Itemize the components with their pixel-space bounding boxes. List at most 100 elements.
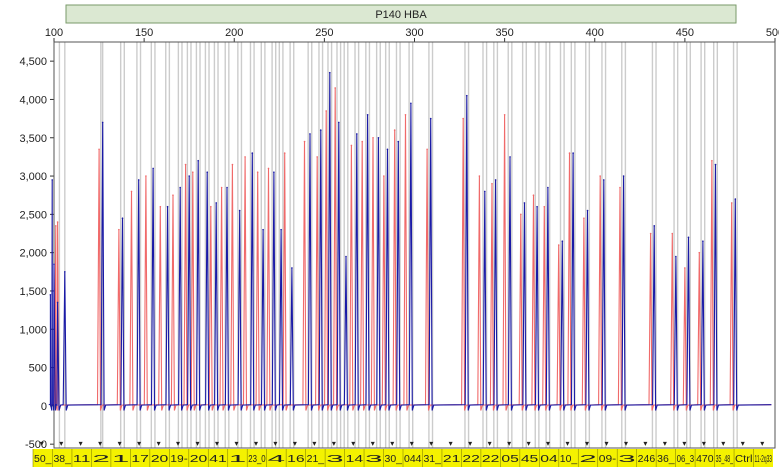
blue-trace-peak [53,263,55,265]
red-trace-peak [619,186,621,189]
allele-label[interactable]: 1 [229,454,248,465]
blue-trace-peak [377,136,380,139]
blue-trace-peak [356,133,358,135]
allele-marker: ▾ [566,439,570,448]
y-tick-label: 1,500 [19,286,47,298]
allele-marker: ▾ [741,439,745,448]
blue-trace-peak [101,121,104,124]
red-trace-peak [145,175,147,177]
blue-trace-peak [197,159,199,162]
blue-trace-peak [386,148,389,151]
blue-trace-peak [56,301,59,304]
allele-label[interactable]: 09- [599,454,616,465]
allele-marker: ▾ [527,439,531,448]
allele-marker: ▾ [254,439,258,448]
allele-label[interactable]: 23_0 [248,454,266,465]
allele-label[interactable]: 21 [443,454,461,465]
allele-label[interactable]: 05 [501,454,519,465]
allele-label[interactable]: 4 [268,454,287,465]
allele-marker: ▾ [137,439,141,448]
allele-marker: ▾ [643,439,647,448]
allele-label[interactable]: 470 [696,454,714,465]
allele-label[interactable]: 3 [365,454,384,465]
allele-label[interactable]: 45 [521,454,539,465]
allele-label[interactable]: 21_ [307,454,325,465]
allele-label[interactable]: 11-2q33 [755,454,773,465]
allele-marker: ▾ [293,439,297,448]
red-trace-peak [56,221,59,223]
allele-label[interactable]: 41 [209,454,227,465]
allele-label[interactable]: 04 [540,454,558,465]
allele-label[interactable]: 246 [638,454,656,465]
allele-marker: ▾ [176,439,180,448]
panel-title: P140 HBA [65,4,737,24]
allele-label[interactable]: 11 [73,454,91,465]
blue-trace-peak [702,240,704,242]
red-trace-peak [159,205,162,208]
allele-label[interactable]: 3 [618,454,637,465]
red-trace-peak [532,194,535,197]
allele-label[interactable]: 20 [190,454,208,465]
x-tick-label: 350 [495,27,513,39]
blue-trace-peak [51,179,53,181]
allele-label[interactable]: 044 [404,454,422,465]
allele-marker: ▾ [721,439,725,448]
red-trace-peak [520,213,522,216]
blue-trace-peak [291,267,293,269]
blue-trace-peak [523,202,526,204]
allele-marker: ▾ [468,439,472,448]
blue-trace-peak [337,121,340,124]
allele-label[interactable]: 22 [482,454,500,465]
allele-marker: ▾ [663,439,667,448]
allele-marker: ▾ [488,439,492,448]
red-trace-peak [543,205,546,208]
allele-marker: ▾ [429,439,433,448]
red-trace-peak [267,167,270,170]
y-tick-label: 2,000 [19,248,47,260]
allele-marker: ▾ [351,439,355,448]
allele-label-strip[interactable]: ▾ 50_ ▾ 38_ ▾ 11 ▾ 2 ▾ 1 ▾ 17 ▾ 20 ▾ 19- ▾ 20 ▾ 41 ▾ 1 ▾ 23_0 ▾ 4… [32,439,773,467]
allele-label[interactable]: 16 [287,454,305,465]
y-tick-label: 1,000 [19,324,47,336]
red-trace-peak [568,152,571,154]
allele-label[interactable]: 30_ [385,454,403,465]
allele-label[interactable]: 19- [170,454,187,465]
allele-label[interactable]: 22 [462,454,480,465]
red-trace-peak [583,217,585,219]
allele-marker: ▾ [585,439,589,448]
red-trace-peak [730,202,733,204]
allele-marker: ▾ [604,439,608,448]
allele-label[interactable]: 38_ [53,454,71,465]
allele-label[interactable]: 3 [326,454,345,465]
blue-trace-peak [397,140,400,143]
allele-label[interactable]: 1 [112,454,131,465]
red-trace-peak [684,267,686,269]
red-trace-peak [98,148,100,151]
red-trace-peak [361,140,364,143]
y-tick-label: 0 [41,401,47,413]
allele-marker: ▾ [79,439,83,448]
allele-label[interactable]: 06_3 [677,454,695,465]
red-trace-peak [256,171,259,174]
allele-label[interactable]: 2 [92,454,111,465]
allele-label[interactable]: 50_ [34,454,52,465]
x-tick-label: 250 [315,27,333,39]
allele-label[interactable]: 31_ [423,454,441,465]
allele-label[interactable]: Ctrl [735,454,752,465]
allele-label[interactable]: 10_ [560,454,578,465]
allele-label[interactable]: 36_ [657,454,675,465]
blue-trace-peak [483,190,486,193]
allele-label[interactable]: 14 [346,454,364,465]
trace-layer [48,71,772,411]
allele-label[interactable]: 35_48_ [716,454,734,465]
allele-label[interactable]: 2 [579,454,598,465]
y-tick-label: 500 [29,363,47,375]
allele-label[interactable]: 20 [151,454,169,465]
red-trace-peak [283,152,286,154]
blue-trace-peak [572,152,574,154]
allele-label[interactable]: 17 [131,454,149,465]
red-trace-peak [172,194,174,197]
blue-trace-peak [121,217,124,219]
allele-marker: ▾ [273,439,277,448]
